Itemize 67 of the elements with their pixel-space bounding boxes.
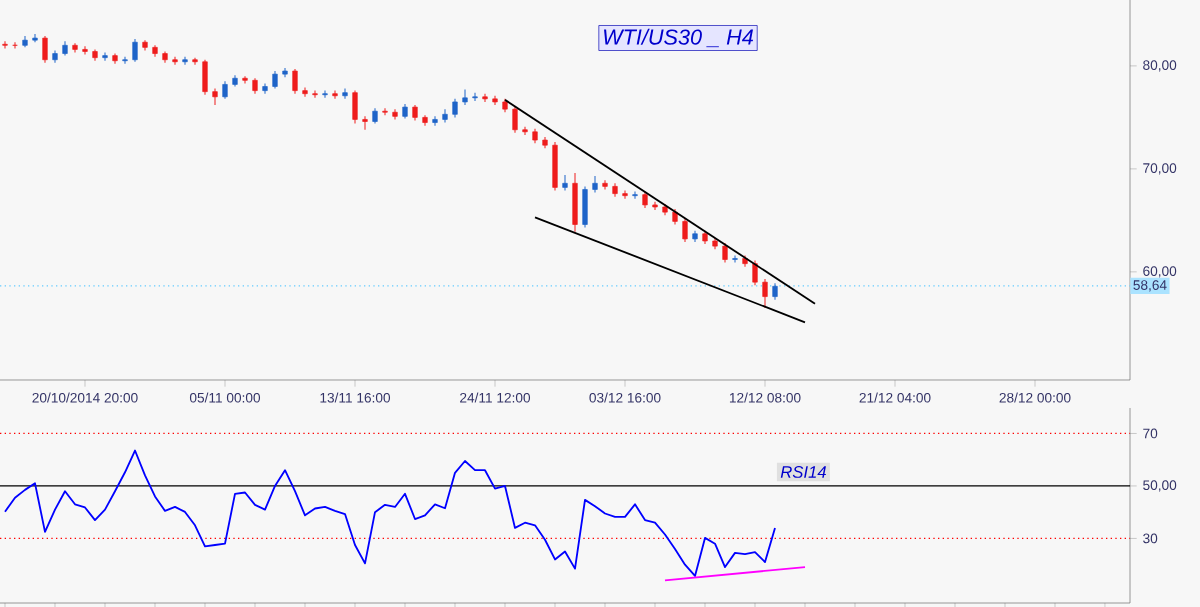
candlestick	[82, 45, 88, 56]
x-tick-label: 05/11 00:00	[189, 392, 261, 403]
candlestick	[442, 108, 448, 124]
candlestick	[92, 48, 98, 62]
candlestick	[152, 44, 158, 58]
candlestick	[292, 68, 298, 95]
ref-line-label: 58,64	[1133, 280, 1167, 292]
candlestick	[2, 40, 8, 49]
candlestick	[302, 87, 308, 98]
candlestick	[42, 35, 48, 64]
candlestick	[132, 38, 138, 63]
x-tick-label: 24/11 12:00	[460, 392, 531, 403]
candlestick	[52, 49, 58, 64]
y-tick-label: 70,00	[1143, 163, 1177, 175]
candlestick	[212, 88, 218, 106]
y-tick-label: 30	[1143, 533, 1158, 544]
candlestick	[452, 98, 458, 118]
candlestick	[602, 179, 608, 190]
candlestick	[312, 90, 318, 99]
candlestick	[102, 52, 108, 62]
candlestick	[162, 50, 168, 64]
candlestick	[382, 107, 388, 116]
candlestick	[192, 57, 198, 66]
candlestick	[722, 242, 728, 264]
candlestick	[322, 90, 328, 99]
x-tick-label: 28/12 00:00	[999, 392, 1071, 403]
candlestick	[122, 56, 128, 65]
candlestick	[482, 93, 488, 103]
candlestick	[432, 115, 438, 127]
candlestick	[592, 175, 598, 194]
candlestick	[762, 278, 768, 309]
candlestick	[682, 217, 688, 243]
candlestick	[652, 201, 658, 211]
candlestick	[32, 33, 38, 43]
candlestick	[262, 82, 268, 95]
candlestick	[332, 90, 338, 100]
candlestick	[242, 75, 248, 84]
y-tick-label: 70	[1143, 428, 1158, 439]
candlestick	[392, 108, 398, 120]
candlestick	[362, 115, 368, 131]
x-tick-label: 13/11 16:00	[320, 392, 391, 403]
candlestick	[622, 190, 628, 200]
candlestick	[182, 56, 188, 66]
candlestick	[22, 35, 28, 48]
candlestick	[342, 88, 348, 100]
candlestick	[512, 105, 518, 134]
candlestick	[422, 114, 428, 127]
candlestick	[612, 182, 618, 198]
candlestick	[72, 42, 78, 54]
x-tick-label: 12/12 08:00	[729, 392, 801, 403]
candlestick	[522, 126, 528, 136]
candlestick	[732, 254, 738, 264]
x-tick-label: 20/10/2014 20:00	[32, 392, 138, 403]
annotation: RSI14	[780, 466, 826, 478]
x-tick-label: 21/12 04:00	[859, 392, 931, 403]
text: WTI/US30 _ H4	[604, 28, 754, 48]
x-tick-label: 03/12 16:00	[589, 392, 661, 403]
candlestick	[632, 191, 638, 200]
line-series	[4, 449, 776, 577]
y-tick-label: 60,00	[1143, 266, 1177, 278]
candlestick	[752, 260, 758, 286]
candlestick	[562, 174, 568, 192]
y-tick-label: 50,00	[1143, 480, 1177, 492]
y-tick-label: 80,00	[1143, 60, 1177, 72]
candlestick	[462, 89, 468, 106]
candlestick	[172, 56, 178, 66]
candlestick	[472, 92, 478, 102]
